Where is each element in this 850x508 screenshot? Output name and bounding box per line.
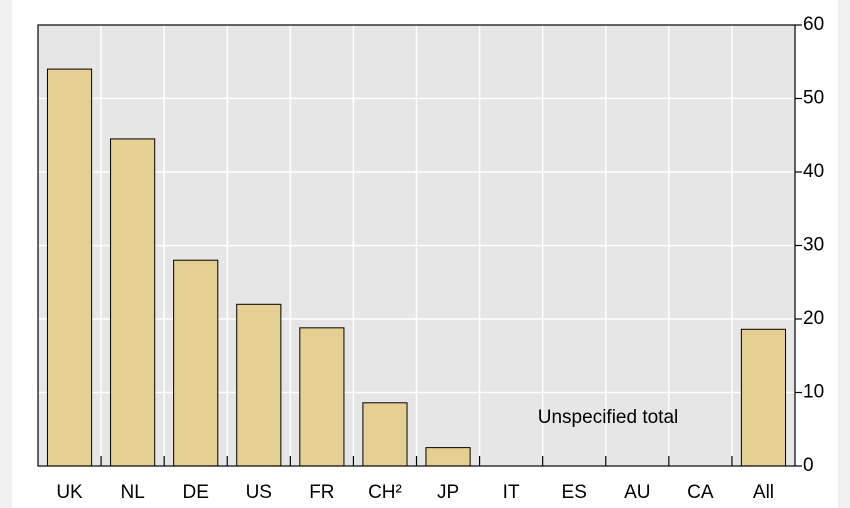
x-tick-label: AU [624, 482, 650, 503]
bar [46, 68, 93, 467]
x-tick-label: JP [437, 482, 459, 503]
y-tick-label: 50 [803, 88, 824, 109]
bar [299, 327, 345, 467]
x-tick-label: IT [503, 482, 520, 503]
left-strip [0, 0, 12, 508]
x-tick-label: DE [183, 482, 209, 503]
x-tick-label: FR [309, 482, 334, 503]
annotation: Unspecified total [538, 407, 678, 428]
y-tick-label: 0 [803, 455, 814, 476]
bar [173, 259, 219, 467]
x-tick-label: CH² [368, 482, 402, 503]
right-strip [838, 0, 850, 508]
bar [236, 303, 282, 467]
x-tick-label: UK [56, 482, 83, 503]
y-tick-label: 20 [803, 308, 824, 329]
bar [110, 138, 156, 467]
y-tick-label: 30 [803, 235, 824, 256]
x-tick-label: ES [562, 482, 587, 503]
y-tick-label: 40 [803, 161, 824, 182]
y-tick-label: 60 [803, 14, 824, 35]
x-tick-label: US [246, 482, 272, 503]
bar [740, 328, 787, 467]
x-tick-label: CA [687, 482, 714, 503]
x-tick-label: NL [120, 482, 144, 503]
marks [46, 68, 787, 467]
x-tick-label: All [753, 482, 774, 503]
y-tick-label: 10 [803, 382, 824, 403]
bar [362, 402, 408, 467]
bar [425, 447, 471, 467]
